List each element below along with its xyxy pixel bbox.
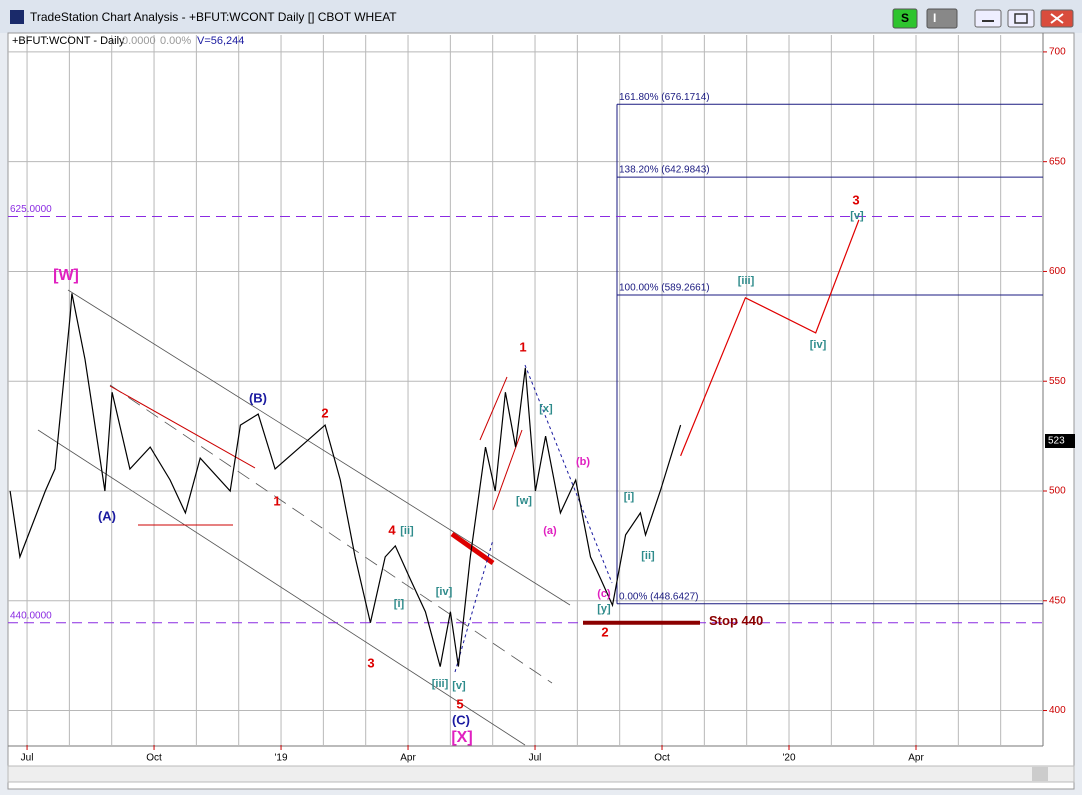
fib-label: 0.00% (448.6427) (619, 591, 699, 602)
y-tick-label: 450 (1049, 595, 1066, 606)
s-button[interactable] (892, 8, 918, 29)
x-tick-label: Oct (146, 753, 162, 764)
study-line (37, 429, 526, 746)
price-line-label: 440.0000 (10, 610, 52, 621)
wave-label: 1 (273, 493, 280, 508)
y-tick-label: 500 (1049, 486, 1066, 497)
price-line-label: 625.0000 (10, 204, 52, 215)
wave-label: 3 (367, 655, 374, 670)
wave-label: [X] (451, 729, 472, 746)
wave-label: 1 (519, 339, 526, 354)
wave-label: (c) (597, 588, 611, 600)
study-line (109, 384, 553, 684)
i-button[interactable] (926, 8, 958, 29)
maximize-button[interactable] (1007, 9, 1035, 28)
wave-label: [iii] (738, 275, 755, 287)
wave-label: [x] (539, 403, 553, 415)
price-line-series (680, 219, 860, 457)
volume: V=56,244 (197, 35, 244, 47)
scrollbar[interactable] (7, 765, 1075, 783)
wave-label: 5 (456, 696, 463, 711)
wave-label: [y] (597, 603, 611, 615)
wave-label: 2 (601, 624, 608, 639)
i-button-label[interactable]: I (933, 11, 936, 25)
maximize-icon (1014, 13, 1028, 24)
price-line-series (9, 293, 682, 667)
s-button-label[interactable]: S (901, 11, 909, 25)
wave-label: [w] (516, 495, 532, 507)
fib-label: 138.20% (642.9843) (619, 165, 710, 176)
chart-panel (7, 32, 1075, 790)
study-line (450, 531, 495, 566)
last-price-label: 523 (1048, 436, 1065, 447)
y-tick-label: 650 (1049, 156, 1066, 167)
last-price-box (1045, 434, 1075, 448)
window-title: TradeStation Chart Analysis - +BFUT:WCON… (30, 10, 397, 24)
wave-label: [v] (452, 680, 466, 692)
wave-label: [i] (394, 598, 405, 610)
study-line (454, 539, 494, 673)
y-tick-label: 600 (1049, 266, 1066, 277)
wave-label: 2 (321, 405, 328, 420)
study-line (479, 376, 508, 441)
y-tick-label: 550 (1049, 376, 1066, 387)
plot: 400 450 500 550 600 650 700 Jul Oct '19 Apr Jul Oct '… (8, 47, 1075, 764)
wave-label: (A) (98, 508, 116, 523)
x-tick-label: Jul (529, 753, 542, 764)
wave-label: (C) (452, 712, 470, 727)
wave-label: (b) (576, 456, 590, 468)
study-line (109, 385, 256, 469)
x-tick-label: Apr (400, 753, 416, 764)
minor-grid-group (26, 35, 1002, 745)
wave-label: [iii] (432, 678, 449, 690)
y-tick-label: 400 (1049, 705, 1066, 716)
pct-change: 0.00% (160, 35, 191, 47)
wave-label: [ii] (641, 550, 655, 562)
wave-label: [ii] (400, 525, 414, 537)
wave-label: [iv] (810, 339, 827, 351)
fib-label: 100.00% (589.2661) (619, 283, 710, 294)
study-line (492, 429, 523, 511)
fib-label: 161.80% (676.1714) (619, 92, 710, 103)
wave-label: [iv] (436, 586, 453, 598)
x-tick-label: Oct (654, 753, 670, 764)
close-icon (1050, 13, 1064, 24)
wave-label: 3 (852, 192, 859, 207)
x-tick-label: Apr (908, 753, 924, 764)
x-tick-label: Jul (21, 753, 34, 764)
minimize-button[interactable] (974, 9, 1002, 28)
app-icon (10, 10, 24, 24)
wave-label: (a) (543, 525, 557, 537)
net-change: 0.0000 (122, 35, 156, 47)
symbol-label: +BFUT:WCONT - Daily (12, 35, 125, 47)
stop-label: Stop 440 (709, 613, 763, 628)
study-line (67, 289, 571, 606)
wave-label: [W] (53, 267, 79, 284)
wave-label: (B) (249, 390, 267, 405)
x-tick-label: '19 (275, 753, 288, 764)
x-tick-label: '20 (782, 753, 795, 764)
y-tick-label: 700 (1049, 47, 1066, 58)
wave-label: 4 (388, 522, 396, 537)
wave-label: [v] (850, 210, 864, 222)
scroll-thumb[interactable] (1032, 767, 1048, 781)
wave-label: [i] (624, 491, 635, 503)
